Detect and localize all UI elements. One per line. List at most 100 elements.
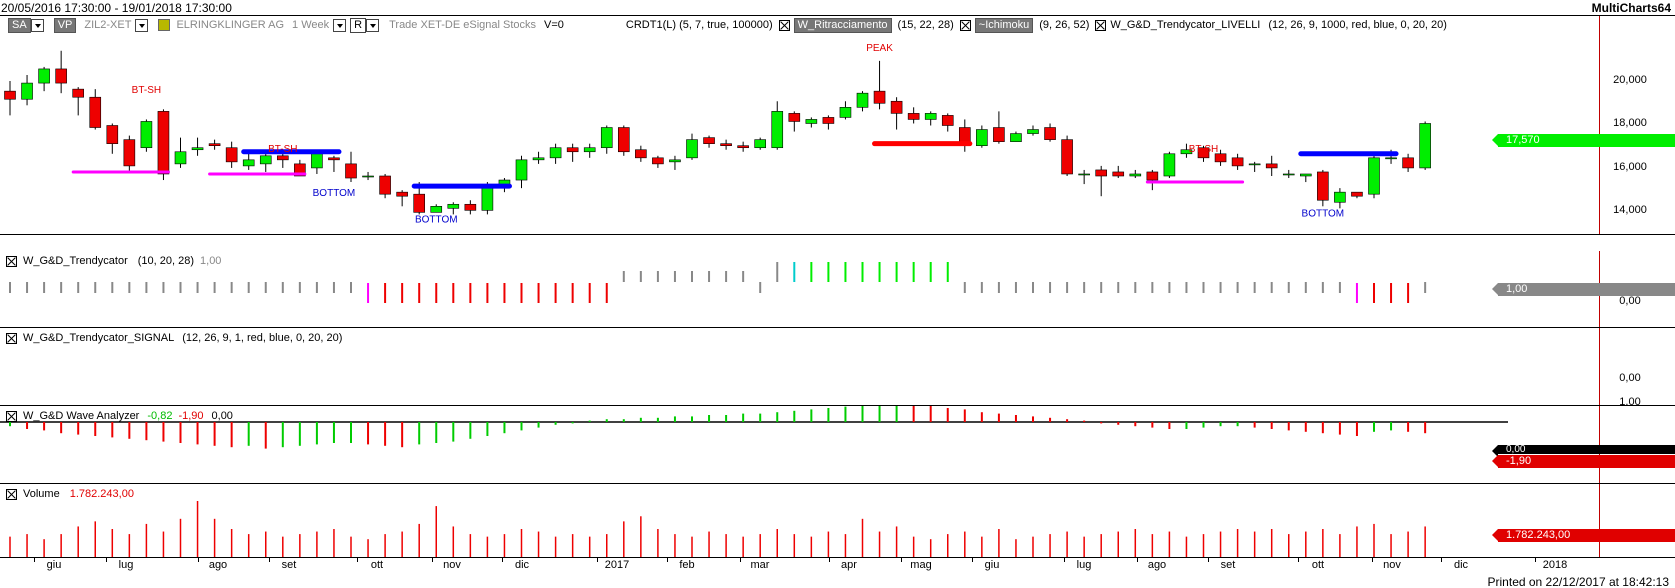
symbol-label: ZIL2-XET (84, 19, 132, 31)
time-axis-label: nov (443, 559, 461, 571)
time-axis-tick (357, 558, 358, 562)
candle-body (771, 111, 784, 149)
time-axis-tick (1064, 558, 1065, 562)
candle-body (362, 175, 374, 178)
wave-zero-tag: 0,00 (1492, 445, 1675, 457)
volume-value: 1.782.243,00 (69, 488, 134, 500)
candle-body (328, 157, 340, 161)
candle-body (481, 185, 494, 211)
time-axis-label: feb (679, 559, 695, 571)
time-axis-label: 2018 (1542, 559, 1568, 571)
candle-body (1317, 171, 1329, 201)
interval-label: 1 Week (292, 19, 330, 31)
trendycator-params: (10, 20, 28) (137, 255, 195, 267)
candle-body (1095, 169, 1107, 177)
candle-body (1027, 129, 1039, 134)
candle-body (805, 119, 818, 124)
signal-close-icon[interactable] (6, 332, 17, 344)
wave-close-icon[interactable] (6, 410, 17, 422)
time-axis-label: giu (984, 559, 1000, 571)
candle-body (686, 139, 698, 159)
candle-body (396, 191, 408, 197)
sa-button[interactable]: SA (8, 17, 31, 33)
app-name: MultiCharts64 (1591, 1, 1671, 15)
candle-body (1419, 123, 1431, 169)
wave-analyzer-pane[interactable]: W_G&D Wave Analyzer -0,82 -1,90 0,00 0,0… (0, 406, 1675, 484)
volume-pane[interactable]: Volume 1.782.243,00 1.782.243,00 (0, 484, 1675, 558)
chart-marker-label: BOTTOM (1302, 208, 1345, 219)
candle-body (856, 92, 869, 108)
vp-button[interactable]: VP (53, 17, 77, 33)
candle-body (1112, 171, 1125, 177)
time-axis-label: set (281, 559, 297, 571)
time-axis-tick (432, 558, 433, 562)
ichimoku-params: (9, 26, 52) (1039, 19, 1090, 31)
last-price-tag: 17,570 (1492, 134, 1675, 147)
candle-body (140, 121, 153, 149)
livelli-params: (12, 26, 9, 1000, red, blue, 0, 20, 20) (1268, 19, 1447, 31)
signal-legend: W_G&D_Trendycator_SIGNAL (12, 26, 9, 1, … (6, 330, 342, 346)
company-label: ELRINGKLINGER AG (176, 19, 285, 31)
time-axis-label: dic (1453, 559, 1469, 571)
time-axis-label: ott (1311, 559, 1325, 571)
time-axis-tick (901, 558, 902, 562)
sa-dropdown-icon[interactable] (30, 18, 44, 32)
volume-value-tag: 1.782.243,00 (1492, 529, 1675, 542)
livelli-close-icon[interactable] (1095, 19, 1107, 31)
ichimoku-label[interactable]: ~Ichimoku (974, 17, 1034, 33)
trendycator-name: W_G&D_Trendycator (23, 255, 128, 267)
symbol-flag-icon[interactable] (158, 19, 171, 31)
time-axis-label: ago (208, 559, 228, 571)
candle-body (464, 203, 477, 211)
r-dropdown-icon[interactable] (366, 18, 380, 32)
volume-close-icon[interactable] (6, 488, 17, 500)
symbol-dropdown-icon[interactable] (135, 18, 149, 32)
candle-body (1146, 171, 1159, 181)
wave-value-3: 0,00 (211, 410, 233, 422)
signal-name: W_G&D_Trendycator_SIGNAL (23, 332, 175, 344)
candle-body (907, 113, 920, 120)
trendycator-value: 1,00 (200, 255, 222, 267)
volume-chart (9, 501, 1426, 557)
crdt-indicator: CRDT1(L) (5, 7, true, 100000) (625, 19, 773, 31)
candle-body (89, 96, 102, 128)
trendycator-pane[interactable]: W_G&D_Trendycator (10, 20, 28) 1,00 0,00… (0, 251, 1675, 328)
time-axis-tick (1441, 558, 1442, 562)
time-axis-label: ott (370, 559, 384, 571)
ritracciamento-close-icon[interactable] (778, 19, 790, 31)
interval-dropdown-icon[interactable] (333, 18, 347, 32)
ichimoku-close-icon[interactable] (959, 19, 971, 31)
candle-body (703, 137, 715, 144)
chart-marker-label: BT-SH (268, 144, 297, 155)
candle-body (1231, 157, 1244, 167)
wave-analyzer-chart (0, 406, 1508, 449)
time-axis-tick (502, 558, 503, 562)
time-axis-label: set (1220, 559, 1236, 571)
top-bar: 20/05/2016 17:30:00 - 19/01/2018 17:30:0… (0, 0, 1675, 16)
candle-body (924, 113, 937, 120)
candle-body (106, 125, 119, 144)
time-axis-tick (972, 558, 973, 562)
r-button[interactable]: R (350, 17, 367, 33)
time-axis-label: ago (1147, 559, 1167, 571)
trendycator-close-icon[interactable] (6, 255, 17, 267)
time-axis-tick (597, 558, 598, 562)
price-scale-separator (1599, 16, 1600, 234)
time-axis-tick (667, 558, 668, 562)
printed-on: Printed on 22/12/2017 at 18:42:13 (1487, 575, 1669, 588)
candle-body (21, 82, 33, 100)
candle-body (1010, 133, 1022, 142)
candle-body (532, 157, 545, 161)
candle-body (1129, 173, 1142, 177)
time-axis-tick (1372, 558, 1373, 562)
volume-scale-separator (1599, 484, 1600, 557)
candlestick-chart[interactable]: BT-SH BT-SH BT-SH BOTTOM BOTTOM BOTTOM PEAK (0, 16, 1675, 235)
price-pane[interactable]: BT-SH BT-SH BT-SH BOTTOM BOTTOM BOTTOM PEAK SA… (0, 16, 1675, 235)
trendycator-signal-pane[interactable]: W_G&D_Trendycator_SIGNAL (12, 26, 9, 1, … (0, 328, 1675, 406)
time-axis[interactable]: giu lug ago set ott nov dic 2017 feb mar apr mag giu… (0, 558, 1675, 574)
time-axis-label: nov (1383, 559, 1401, 571)
trade-info: Trade XET-DE eSignal Stocks (389, 19, 537, 31)
ritracciamento-label[interactable]: W_Ritracciamento (793, 17, 892, 33)
chart-marker-label: BOTTOM (313, 188, 356, 199)
candle-body (583, 147, 596, 153)
